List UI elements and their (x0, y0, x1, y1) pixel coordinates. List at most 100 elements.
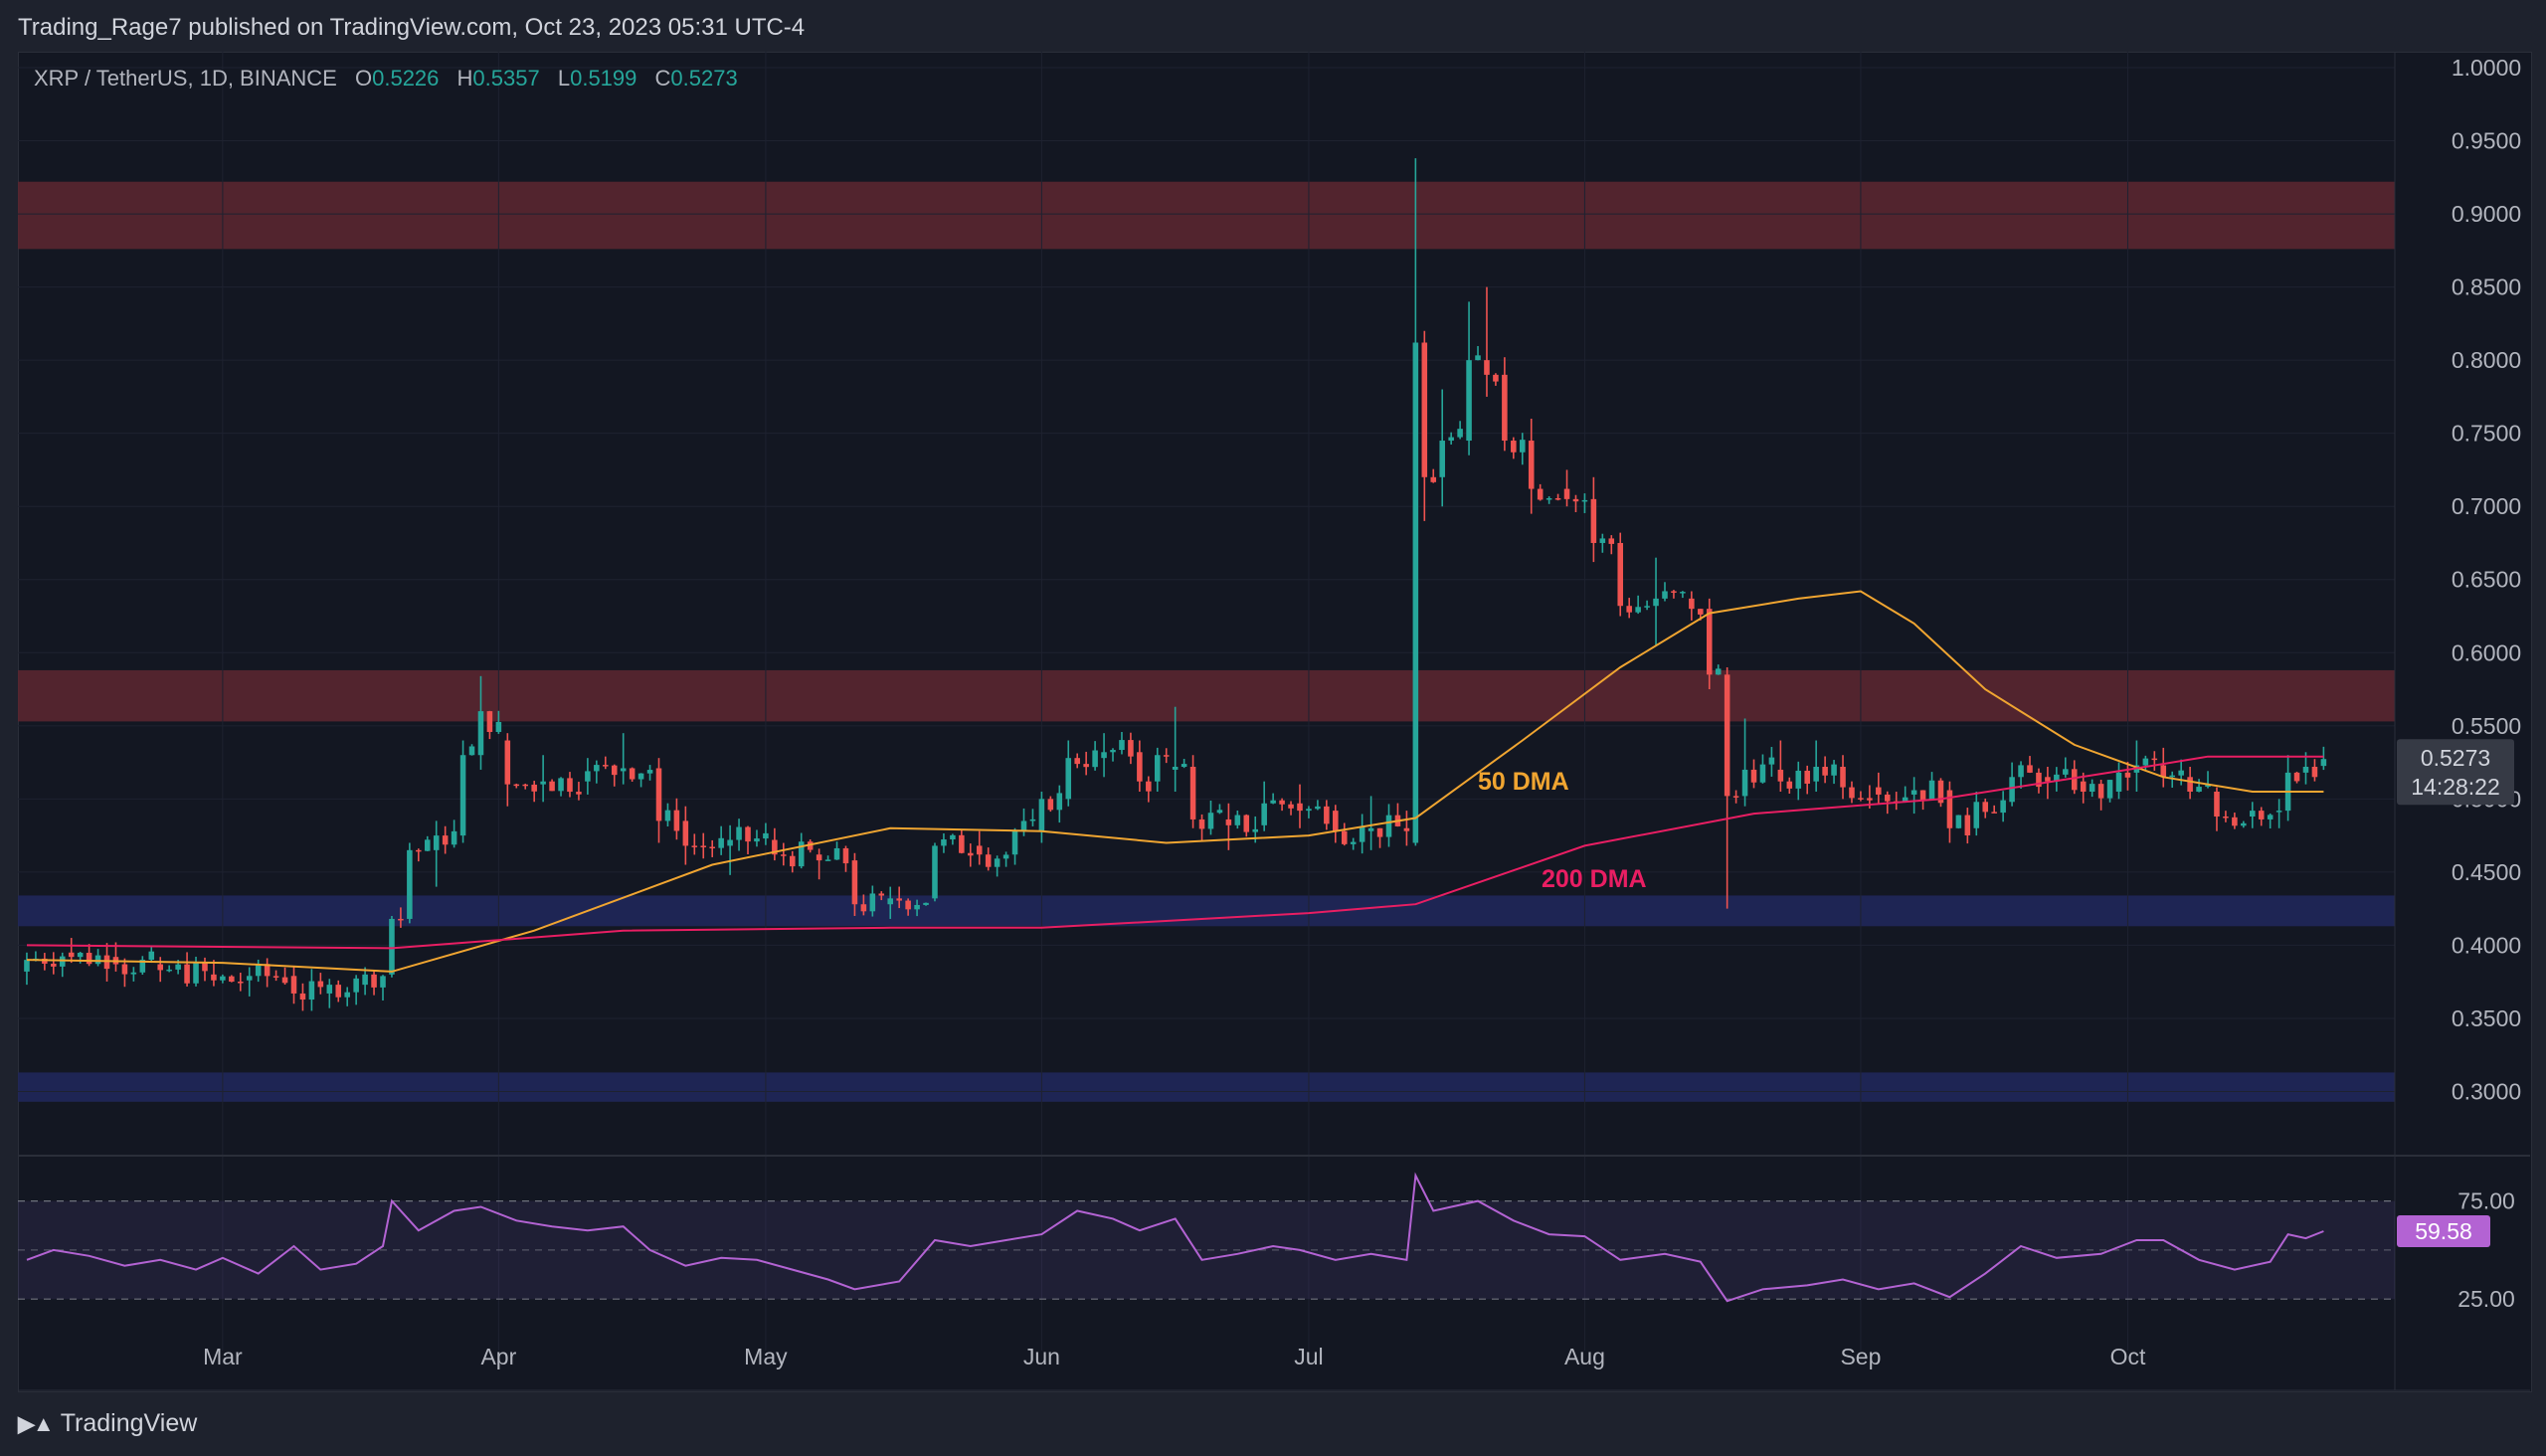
candle-body (2275, 811, 2282, 813)
candle-body (1546, 497, 1552, 500)
candle-body (1038, 799, 1045, 831)
candle-body (950, 834, 956, 840)
candle-body (103, 955, 110, 970)
candle-body (1412, 342, 1419, 843)
candle-body (1840, 766, 1846, 788)
price-tick-label: 0.7500 (2452, 421, 2521, 447)
candle-body (344, 992, 350, 998)
candles-layer (24, 158, 2327, 1011)
candle-body (2178, 770, 2184, 776)
candle-body (2027, 765, 2033, 773)
candle-body (1020, 820, 1027, 831)
candle-body (1919, 790, 1926, 801)
candle-body (1902, 797, 1909, 802)
time-tick-label: Oct (2110, 1344, 2146, 1369)
candle-body (184, 964, 190, 984)
candle-body (211, 974, 217, 981)
candle-body (1786, 781, 1793, 789)
candle-body (2311, 766, 2318, 778)
candle-body (1768, 757, 1775, 765)
candle-body (923, 902, 929, 905)
candle-body (1689, 598, 1695, 610)
candle-body (424, 839, 431, 851)
candle-body (968, 852, 974, 856)
candle-body (229, 976, 235, 983)
price-tick-label: 0.4000 (2452, 932, 2521, 958)
candle-body (2071, 769, 2078, 791)
candle-body (878, 893, 885, 896)
candle-body (1644, 606, 1650, 608)
candle-body (549, 781, 555, 792)
candle-body (896, 898, 902, 901)
price-tick-label: 0.3000 (2452, 1078, 2521, 1104)
candle-body (1154, 755, 1161, 782)
candle-body (1128, 740, 1134, 757)
tradingview-brand[interactable]: ▶▲ TradingView (18, 1409, 197, 1438)
price-tick-label: 0.7000 (2452, 493, 2521, 519)
rsi-tick-label: 25.00 (2457, 1286, 2515, 1312)
candle-body (807, 841, 814, 850)
candle-body (2302, 766, 2309, 773)
candle-body (1466, 360, 1472, 442)
candle-body (1502, 374, 1508, 442)
candle-body (1324, 806, 1330, 824)
candle-body (976, 845, 983, 855)
candle-body (1198, 819, 1205, 829)
candle-body (2151, 758, 2158, 761)
candle-body (2124, 772, 2131, 778)
candle-body (1910, 790, 1917, 795)
candle-body (495, 721, 502, 732)
price-tick-label: 0.6000 (2452, 639, 2521, 665)
candle-body (273, 976, 279, 978)
candle-body (468, 746, 475, 756)
moving-averages-layer: 50 DMA 200 DMA (26, 590, 2324, 973)
candle-body (1092, 750, 1098, 768)
candle-body (567, 778, 573, 793)
candle-body (1885, 794, 1891, 802)
rsi-value: 59.58 (2415, 1218, 2472, 1244)
symbol-legend: XRP / TetherUS, 1D, BINANCE O0.5226 H0.5… (34, 66, 738, 91)
candle-body (754, 838, 760, 842)
candle-body (673, 810, 680, 831)
candle-body (290, 976, 297, 994)
candle-body (1653, 598, 1659, 607)
candle-body (42, 958, 48, 964)
candle-body (629, 768, 636, 780)
candle-body (1698, 609, 1704, 615)
candle-body (1741, 769, 1748, 797)
candle-body (1528, 441, 1535, 489)
dma50-label: 50 DMA (1478, 768, 1569, 796)
candle-body (2089, 784, 2095, 792)
candle-body (985, 854, 992, 867)
candle-body (1982, 802, 1989, 813)
candle-body (1011, 830, 1018, 855)
candle-body (1163, 755, 1170, 757)
candle-body (1750, 769, 1757, 783)
candle-body (2063, 769, 2069, 775)
candle-body (1680, 592, 1686, 594)
price-tick-label: 0.5500 (2452, 713, 2521, 739)
candle-body (1849, 787, 1855, 799)
time-tick-label: Mar (203, 1344, 243, 1369)
candle-body (1333, 811, 1339, 831)
candle-body (2142, 758, 2149, 766)
candle-body (1511, 441, 1517, 453)
candle-body (1937, 780, 1944, 804)
candle-body (1146, 781, 1152, 792)
price-tick-label: 0.4500 (2452, 859, 2521, 885)
candle-body (1385, 815, 1392, 837)
close-label: C (654, 66, 671, 91)
candle-body (2250, 811, 2256, 818)
candle-body (2169, 775, 2175, 778)
candle-body (2045, 777, 2051, 782)
candle-body (2080, 781, 2087, 792)
candle-body (2205, 784, 2211, 788)
candle-body (2232, 817, 2238, 826)
candle-body (59, 956, 66, 967)
candle-body (655, 768, 662, 821)
candle-body (1759, 764, 1766, 783)
candle-body (682, 820, 689, 846)
candle-body (1955, 815, 1962, 828)
candle-body (1493, 374, 1499, 382)
